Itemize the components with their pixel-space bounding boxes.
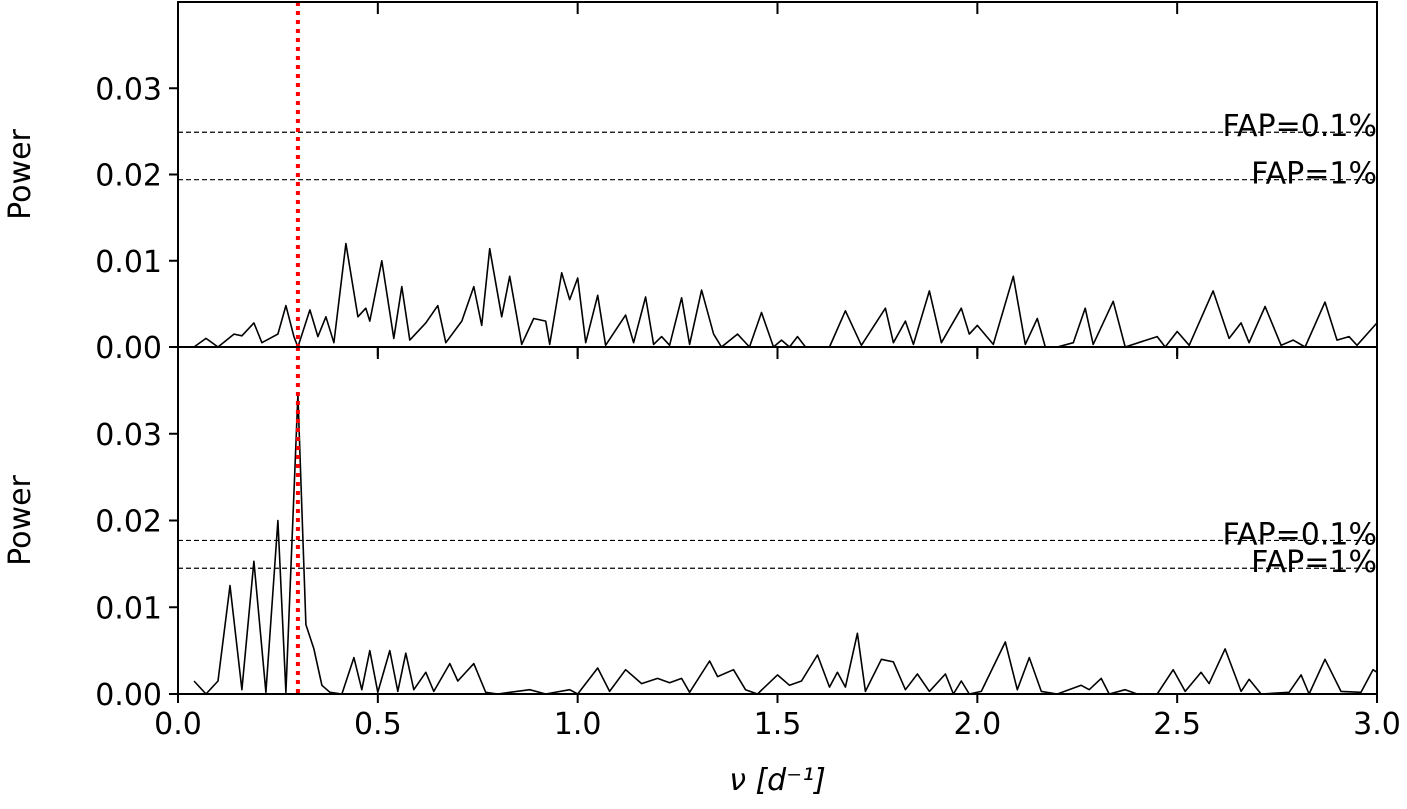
x-tick-label: 3.0 (1353, 707, 1401, 742)
x-tick-label: 0.5 (354, 707, 402, 742)
x-tick-label: 0.0 (154, 707, 202, 742)
y-tick-label: 0.03 (95, 72, 162, 107)
fap-label: FAP=1% (1251, 545, 1377, 580)
fap-label: FAP=1% (1251, 157, 1377, 192)
x-tick-label: 1.5 (754, 707, 802, 742)
axes-frame (177, 1, 1378, 348)
y-tick-label: 0.02 (95, 159, 162, 194)
y-axis-label: Power (3, 128, 38, 219)
y-tick-label: 0.00 (95, 331, 162, 366)
x-tick-label: 2.5 (1153, 707, 1201, 742)
fap-label: FAP=0.1% (1223, 109, 1377, 144)
axes-frame (177, 346, 1378, 695)
periodogram-line (193, 393, 1378, 695)
y-tick-label: 0.02 (95, 505, 162, 540)
y-axis-label: Power (3, 474, 38, 565)
y-tick-label: 0.01 (95, 245, 162, 280)
y-tick-label: 0.00 (95, 678, 162, 713)
y-tick-label: 0.01 (95, 591, 162, 626)
x-tick-label: 1.0 (554, 707, 602, 742)
fap-label: FAP=0.1% (1223, 517, 1377, 552)
x-axis-label: ν [d⁻¹] (729, 763, 826, 798)
periodogram-line (193, 242, 1378, 348)
x-tick-label: 2.0 (953, 707, 1001, 742)
y-tick-label: 0.03 (95, 418, 162, 453)
